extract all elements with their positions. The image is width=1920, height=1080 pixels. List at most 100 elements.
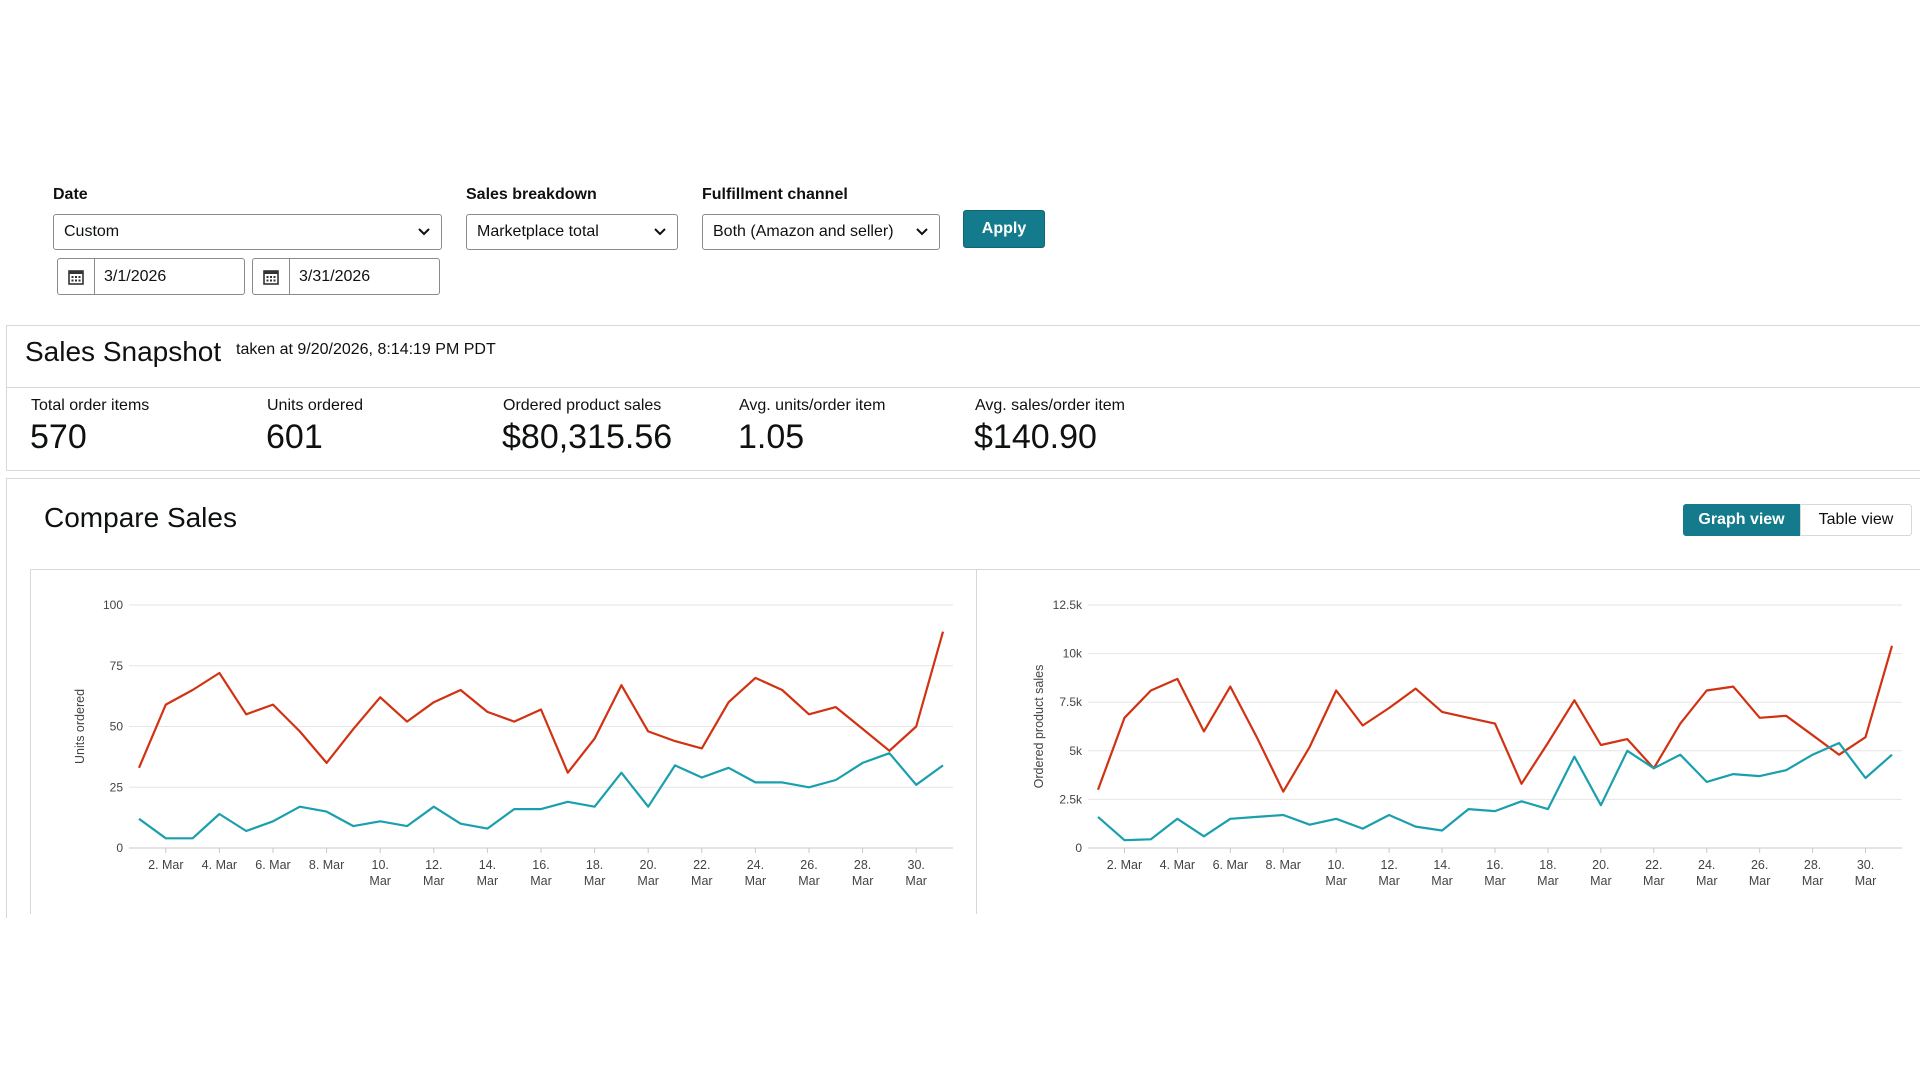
x-tick-label: Mar (477, 874, 499, 888)
x-tick-label: 30. (908, 858, 925, 872)
x-tick-label: 18. (586, 858, 603, 872)
y-tick-label: 0 (116, 841, 123, 855)
x-tick-label: 2. Mar (1107, 858, 1142, 872)
x-tick-label: 22. (1645, 858, 1662, 872)
x-tick-label: 18. (1539, 858, 1556, 872)
metric-value: 570 (30, 418, 87, 456)
chart-frame-sales (977, 569, 1920, 914)
x-tick-label: Mar (637, 874, 659, 888)
x-tick-label: 26. (800, 858, 817, 872)
x-tick-label: 26. (1751, 858, 1768, 872)
x-tick-label: Mar (1749, 874, 1771, 888)
x-tick-label: Mar (369, 874, 391, 888)
x-tick-label: 4. Mar (202, 858, 237, 872)
metric-label: Avg. units/order item (739, 397, 886, 414)
y-tick-label: 2.5k (1059, 792, 1083, 806)
y-axis-label: Ordered product sales (1032, 665, 1046, 789)
x-tick-label: 28. (854, 858, 871, 872)
series-line (1097, 741, 1893, 842)
snapshot-timestamp: taken at 9/20/2026, 8:14:19 PM PDT (236, 341, 496, 358)
x-tick-label: 20. (640, 858, 657, 872)
graph-view-toggle[interactable]: Graph view (1683, 504, 1800, 536)
date-label: Date (53, 186, 88, 203)
y-tick-label: 0 (1075, 841, 1082, 855)
end-date-input[interactable]: 3/31/2026 (252, 258, 440, 295)
chevron-down-icon (654, 228, 666, 236)
fulfillment-channel-value: Both (Amazon and seller) (713, 223, 894, 240)
date-range-select[interactable]: Custom (53, 214, 442, 250)
y-tick-label: 10k (1063, 647, 1083, 661)
apply-button[interactable]: Apply (963, 210, 1045, 248)
x-tick-label: Mar (798, 874, 820, 888)
x-tick-label: 22. (693, 858, 710, 872)
x-tick-label: 12. (1380, 858, 1397, 872)
x-tick-label: 2. Mar (148, 858, 183, 872)
x-tick-label: 16. (532, 858, 549, 872)
compare-sales-title: Compare Sales (44, 502, 237, 533)
series-line (1096, 645, 1894, 793)
start-date-input[interactable]: 3/1/2026 (57, 258, 245, 295)
y-tick-label: 100 (103, 598, 123, 612)
metric-label: Total order items (31, 397, 150, 414)
x-tick-label: Mar (1802, 874, 1824, 888)
x-tick-label: Mar (423, 874, 445, 888)
x-tick-label: 4. Mar (1160, 858, 1195, 872)
x-tick-label: 8. Mar (1266, 858, 1301, 872)
x-tick-label: 10. (372, 858, 389, 872)
fulfillment-channel-select[interactable]: Both (Amazon and seller) (702, 214, 940, 250)
ordered-product-sales-chart: 0 2.5k 5k 7.5k 10k 12.5k 2. Mar 4. Mar 6. Mar 8. … (1032, 598, 1902, 888)
metric-label: Avg. sales/order item (975, 397, 1125, 414)
y-axis-label: Units ordered (73, 689, 87, 764)
series-line (137, 631, 945, 774)
x-tick-label: 10. (1328, 858, 1345, 872)
sales-breakdown-value: Marketplace total (477, 223, 599, 240)
calendar-icon[interactable] (58, 259, 95, 294)
x-tick-label: Mar (1590, 874, 1612, 888)
x-tick-label: 24. (1698, 858, 1715, 872)
calendar-icon[interactable] (253, 259, 290, 294)
sales-snapshot-panel: Sales Snapshot taken at 9/20/2026, 8:14:… (6, 325, 1920, 471)
x-tick-label: 28. (1804, 858, 1821, 872)
y-tick-label: 75 (110, 659, 124, 673)
x-tick-label: Mar (1484, 874, 1506, 888)
x-tick-label: Mar (1855, 874, 1877, 888)
metric-label: Units ordered (267, 397, 364, 414)
x-tick-label: 8. Mar (309, 858, 344, 872)
x-tick-label: Mar (745, 874, 767, 888)
end-date-value: 3/31/2026 (299, 267, 371, 285)
x-tick-label: 12. (425, 858, 442, 872)
metric-label: Ordered product sales (503, 397, 662, 414)
table-view-toggle[interactable]: Table view (1800, 504, 1912, 536)
x-tick-label: 16. (1486, 858, 1503, 872)
y-tick-label: 5k (1069, 744, 1083, 758)
x-tick-label: Mar (691, 874, 713, 888)
compare-sales-panel: Compare Sales Graph view Table view (6, 478, 1920, 918)
chart-frame-units (30, 569, 977, 914)
x-tick-label: Mar (1537, 874, 1559, 888)
metric-value: 601 (266, 418, 323, 456)
chevron-down-icon (916, 228, 928, 236)
x-tick-label: 14. (479, 858, 496, 872)
x-tick-label: 24. (747, 858, 764, 872)
x-tick-label: 30. (1857, 858, 1874, 872)
metric-value: 1.05 (738, 418, 805, 456)
metric-value: $80,315.56 (502, 418, 673, 456)
units-ordered-chart: 0 25 50 75 100 2. Mar 4. Mar 6. Mar 8. Mar 10. Mar… (73, 598, 953, 888)
x-tick-label: Mar (530, 874, 552, 888)
x-tick-label: 6. Mar (255, 858, 290, 872)
y-tick-label: 50 (110, 720, 124, 734)
x-tick-label: Mar (905, 874, 927, 888)
y-tick-label: 7.5k (1059, 695, 1083, 709)
x-tick-label: Mar (852, 874, 874, 888)
x-tick-label: Mar (1696, 874, 1718, 888)
y-tick-label: 25 (110, 780, 124, 794)
snapshot-title: Sales Snapshot (25, 336, 222, 367)
chevron-down-icon (418, 228, 430, 236)
sales-breakdown-label: Sales breakdown (466, 186, 597, 203)
x-tick-label: Mar (1431, 874, 1453, 888)
sales-breakdown-select[interactable]: Marketplace total (466, 214, 678, 250)
date-range-value: Custom (64, 223, 120, 240)
x-tick-label: Mar (1378, 874, 1400, 888)
fulfillment-channel-label: Fulfillment channel (702, 186, 848, 203)
x-tick-label: 14. (1433, 858, 1450, 872)
